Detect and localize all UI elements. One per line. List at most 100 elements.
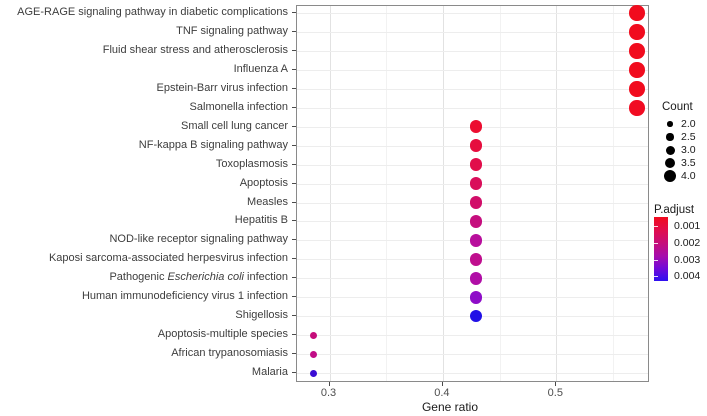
pathway-label: Apoptosis [239,176,288,189]
x-axis-title: Gene ratio [421,400,479,414]
padjust-tick-label: 0.003 [674,253,701,266]
pathway-label: Pathogenic Escherichia coli infection [109,271,288,284]
y-axis-tick [292,125,296,127]
y-axis-tick [292,49,296,51]
y-axis-tick [292,68,296,70]
pathway-dot [629,81,645,97]
pathway-label: Influenza A [233,62,288,75]
pathway-dot [469,272,482,285]
gridline-minor-v [499,6,501,381]
pathway-label: Apoptosis-multiple species [157,328,288,341]
pathway-dot [469,158,482,171]
pathway-dot [629,62,645,78]
pathway-label: Kaposi sarcoma-associated herpesvirus in… [48,252,288,265]
count-legend-label: 2.5 [681,131,696,143]
pathway-dot [469,177,482,190]
y-axis-tick [292,220,296,222]
y-axis-tick [292,315,296,317]
pathway-dot [469,234,482,247]
padjust-tick-label: 0.004 [674,270,701,282]
y-axis-tick [292,258,296,260]
x-tick-label: 0.4 [434,387,450,399]
x-tick-label: 0.3 [320,387,337,399]
gridline-minor-v [386,6,388,381]
gridline-major-h [297,69,648,71]
y-axis-tick [292,334,296,336]
pathway-dot [310,369,318,377]
y-axis-tick [292,106,296,108]
gridline-major-h [297,50,648,52]
gridline-major-h [297,373,648,375]
padjust-tick-label: 0.002 [674,237,701,249]
pathway-dot [310,331,318,339]
gradient-tick [654,226,658,227]
gradient-tick [654,276,658,277]
gridline-major-h [297,107,648,109]
gridline-minor-v [613,6,614,381]
count-legend-label: 3.5 [681,157,696,169]
count-legend-dot [666,133,674,141]
padjust-gradient-bar [654,217,668,281]
pathway-dot [310,350,318,358]
y-axis-tick [292,201,296,203]
size-legend-title: Count [662,101,693,113]
y-axis-tick [292,353,296,355]
pathway-dot [469,120,482,133]
gradient-tick [654,259,658,261]
pathway-label: African trypanosomiasis [171,347,288,360]
color-legend-title: P.adjust [654,204,695,216]
pathway-label: Small cell lung cancer [181,119,288,132]
pathway-label: Malaria [251,366,288,379]
y-axis-tick [292,163,296,165]
pathway-label: NF-kappa B signaling pathway [138,138,288,151]
pathway-dot [469,291,482,304]
gridline-major-v [556,6,558,381]
pathway-label: Measles [247,195,288,208]
pathway-dot [629,24,645,40]
count-legend-dot [663,169,677,183]
pathway-label: Toxoplasmosis [215,157,288,170]
gridline-major-h [297,13,648,14]
pathway-label: Fluid shear stress and atherosclerosis [102,43,288,56]
y-axis-tick [292,182,296,184]
pathway-dot [629,100,645,116]
pathway-dot [469,215,482,228]
y-axis-tick [292,372,296,374]
plot-panel [296,5,649,382]
y-axis-tick [292,12,296,13]
count-legend-label: 4.0 [681,170,696,182]
pathway-label: Salmonella infection [189,100,288,113]
x-axis-tick [328,382,330,386]
y-axis-tick [292,277,296,279]
count-legend-label: 3.0 [681,144,696,156]
pathway-dot [469,196,482,209]
pathway-label: Epstein-Barr virus infection [156,81,288,94]
gridline-major-h [297,31,648,33]
x-tick-label: 0.5 [547,387,563,399]
gridline-major-v [329,6,331,381]
gridline-major-h [297,88,648,90]
pathway-label: Shigellosis [235,309,288,322]
count-legend-dot [664,157,676,169]
x-axis-tick [441,382,443,386]
pathway-dot [469,139,482,152]
pathway-label: Hepatitis B [234,214,288,227]
count-legend-dot [665,145,675,155]
x-axis-tick [555,382,557,386]
y-axis-tick [292,296,296,298]
y-axis-tick [292,239,296,241]
pathway-dot [469,253,482,266]
pathway-dot [629,5,645,21]
pathway-label: AGE-RAGE signaling pathway in diabetic c… [17,6,288,18]
pathway-dot [469,309,482,323]
count-legend-dot [667,121,673,127]
pathway-label: TNF signaling pathway [176,24,288,37]
gridline-major-h [297,335,648,337]
y-axis-tick [292,87,296,89]
gridline-major-v [442,6,444,381]
gradient-tick [654,243,658,244]
y-axis-tick [292,30,296,32]
y-axis-tick [292,144,296,146]
pathway-label: NOD-like receptor signaling pathway [109,233,288,246]
